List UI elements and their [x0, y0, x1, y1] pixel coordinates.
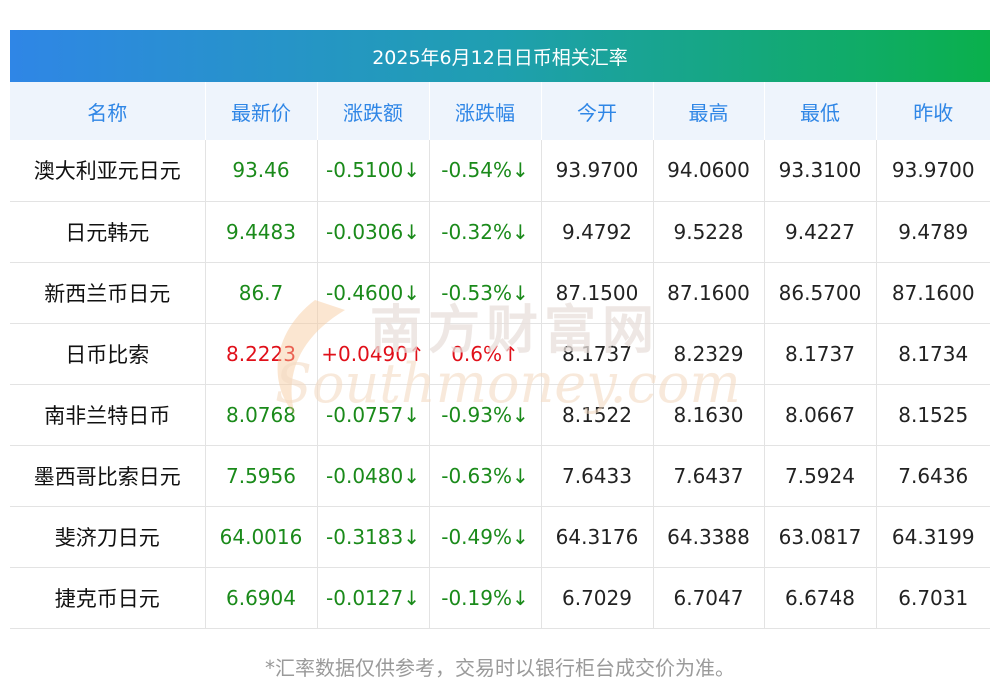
- cell-pct: 0.6%↑: [429, 323, 542, 385]
- header-prev: 昨收: [876, 82, 990, 140]
- cell-name: 澳大利亚元日元: [10, 140, 206, 202]
- cell-low: 8.0667: [764, 384, 877, 446]
- table-row: 澳大利亚元日元 93.46 -0.5100↓ -0.54%↓ 93.9700 94.060…: [10, 140, 990, 202]
- cell-low: 9.4227: [764, 201, 877, 263]
- cell-low: 93.3100: [764, 140, 877, 202]
- cell-name: 新西兰币日元: [10, 262, 206, 324]
- cell-latest: 7.5956: [205, 445, 318, 507]
- cell-prev: 8.1734: [876, 323, 990, 385]
- cell-pct: -0.19%↓: [429, 567, 542, 629]
- cell-change: -0.0127↓: [317, 567, 430, 629]
- cell-high: 8.2329: [653, 323, 765, 385]
- cell-name: 墨西哥比索日元: [10, 445, 206, 507]
- table-row: 斐济刀日元 64.0016 -0.3183↓ -0.49%↓ 64.3176 64.338…: [10, 506, 990, 568]
- cell-prev: 7.6436: [876, 445, 990, 507]
- cell-prev: 93.9700: [876, 140, 990, 202]
- cell-name: 日元韩元: [10, 201, 206, 263]
- cell-latest: 9.4483: [205, 201, 318, 263]
- cell-high: 9.5228: [653, 201, 765, 263]
- table-row: 日元韩元 9.4483 -0.0306↓ -0.32%↓ 9.4792 9.5228 9.4…: [10, 201, 990, 263]
- cell-prev: 9.4789: [876, 201, 990, 263]
- cell-name: 南非兰特日币: [10, 384, 206, 446]
- cell-change: -0.3183↓: [317, 506, 430, 568]
- footnote: *汇率数据仅供参考，交易时以银行柜台成交价为准。: [265, 656, 735, 680]
- cell-change: -0.0757↓: [317, 384, 430, 446]
- header-change: 涨跌额: [317, 82, 430, 140]
- cell-open: 8.1522: [541, 384, 654, 446]
- cell-prev: 6.7031: [876, 567, 990, 629]
- header-name: 名称: [10, 82, 206, 140]
- cell-latest: 6.6904: [205, 567, 318, 629]
- cell-open: 64.3176: [541, 506, 654, 568]
- cell-name: 日币比索: [10, 323, 206, 385]
- cell-open: 6.7029: [541, 567, 654, 629]
- cell-high: 6.7047: [653, 567, 765, 629]
- cell-change: -0.0480↓: [317, 445, 430, 507]
- cell-high: 94.0600: [653, 140, 765, 202]
- cell-open: 87.1500: [541, 262, 654, 324]
- cell-low: 86.5700: [764, 262, 877, 324]
- cell-change: -0.4600↓: [317, 262, 430, 324]
- exchange-rate-table: 名称 最新价 涨跌额 涨跌幅 今开 最高 最低 昨收 澳大利亚元日元 93.46-…: [10, 82, 990, 629]
- cell-low: 6.6748: [764, 567, 877, 629]
- cell-prev: 64.3199: [876, 506, 990, 568]
- cell-high: 64.3388: [653, 506, 765, 568]
- cell-change: -0.5100↓: [317, 140, 430, 202]
- table-row: 日币比索 8.2223 +0.0490↑ 0.6%↑ 8.1737 8.2329 8.173…: [10, 323, 990, 385]
- header-row: 名称 最新价 涨跌额 涨跌幅 今开 最高 最低 昨收: [10, 82, 990, 140]
- cell-open: 9.4792: [541, 201, 654, 263]
- rate-table-panel: 2025年6月12日日币相关汇率 名称 最新价 涨跌额 涨跌幅 今开 最高 最低…: [10, 30, 990, 629]
- header-open: 今开: [541, 82, 654, 140]
- cell-low: 7.5924: [764, 445, 877, 507]
- header-pct: 涨跌幅: [429, 82, 542, 140]
- cell-latest: 8.0768: [205, 384, 318, 446]
- cell-pct: -0.93%↓: [429, 384, 542, 446]
- cell-pct: -0.49%↓: [429, 506, 542, 568]
- cell-latest: 93.46: [205, 140, 318, 202]
- cell-prev: 87.1600: [876, 262, 990, 324]
- table-row: 南非兰特日币 8.0768 -0.0757↓ -0.93%↓ 8.1522 8.1630 8…: [10, 384, 990, 446]
- cell-low: 8.1737: [764, 323, 877, 385]
- cell-latest: 86.7: [205, 262, 318, 324]
- cell-high: 7.6437: [653, 445, 765, 507]
- header-latest: 最新价: [205, 82, 318, 140]
- cell-change: +0.0490↑: [317, 323, 430, 385]
- cell-name: 捷克币日元: [10, 567, 206, 629]
- header-high: 最高: [653, 82, 765, 140]
- header-low: 最低: [764, 82, 877, 140]
- table-row: 捷克币日元 6.6904 -0.0127↓ -0.19%↓ 6.7029 6.7047 6.…: [10, 567, 990, 629]
- cell-high: 87.1600: [653, 262, 765, 324]
- table-row: 墨西哥比索日元 7.5956 -0.0480↓ -0.63%↓ 7.6433 7.6437…: [10, 445, 990, 507]
- cell-latest: 64.0016: [205, 506, 318, 568]
- cell-open: 7.6433: [541, 445, 654, 507]
- cell-open: 8.1737: [541, 323, 654, 385]
- cell-high: 8.1630: [653, 384, 765, 446]
- table-row: 新西兰币日元 86.7 -0.4600↓ -0.53%↓ 87.1500 87.1600 8…: [10, 262, 990, 324]
- cell-low: 63.0817: [764, 506, 877, 568]
- cell-latest: 8.2223: [205, 323, 318, 385]
- cell-change: -0.0306↓: [317, 201, 430, 263]
- cell-name: 斐济刀日元: [10, 506, 206, 568]
- cell-pct: -0.54%↓: [429, 140, 542, 202]
- cell-pct: -0.32%↓: [429, 201, 542, 263]
- cell-pct: -0.63%↓: [429, 445, 542, 507]
- cell-pct: -0.53%↓: [429, 262, 542, 324]
- table-title: 2025年6月12日日币相关汇率: [10, 30, 990, 82]
- cell-prev: 8.1525: [876, 384, 990, 446]
- cell-open: 93.9700: [541, 140, 654, 202]
